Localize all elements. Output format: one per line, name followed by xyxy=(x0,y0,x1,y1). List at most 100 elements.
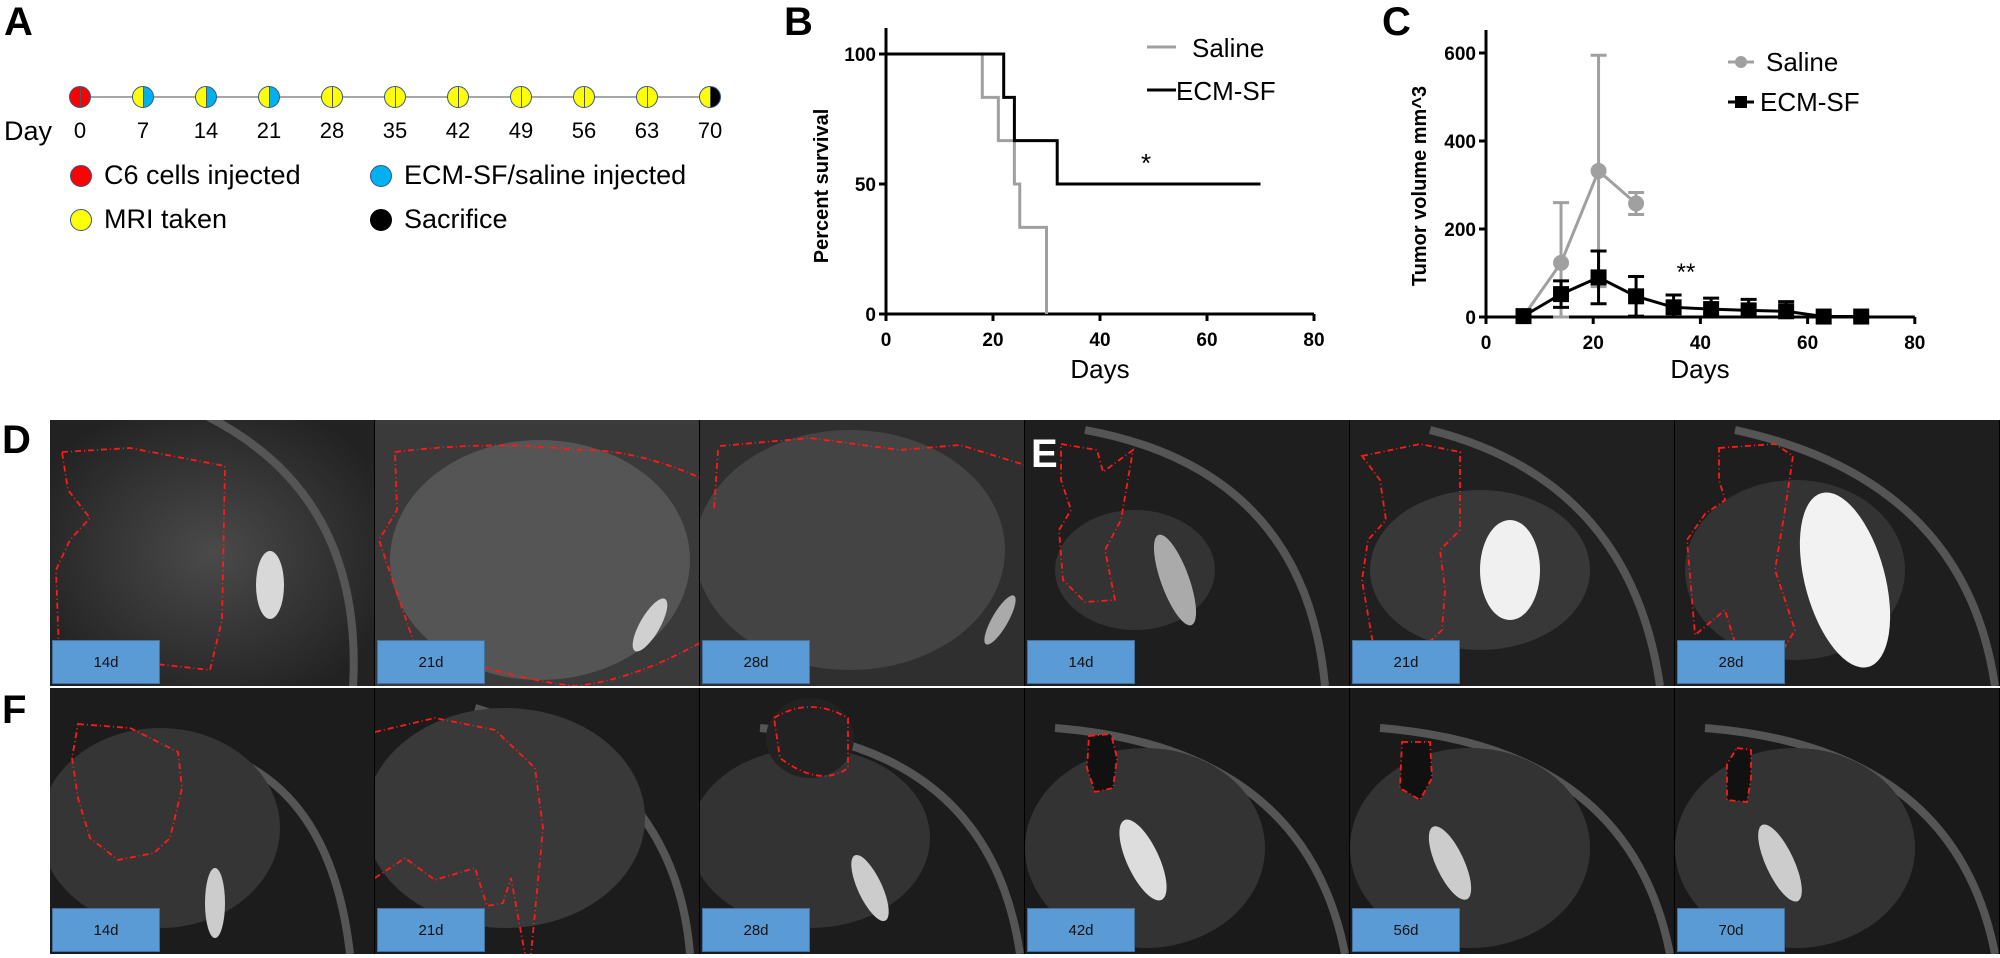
svg-text:60: 60 xyxy=(1196,330,1217,351)
timepoint-tag: 21d xyxy=(377,640,485,684)
significance-marker: ** xyxy=(1677,259,1696,286)
svg-text:40: 40 xyxy=(1089,330,1110,351)
mri-image-d-14d: 14d xyxy=(50,420,375,686)
svg-text:600: 600 xyxy=(1444,44,1476,65)
svg-text:400: 400 xyxy=(1444,132,1476,153)
legend-saline-label: Saline xyxy=(1766,47,1838,77)
timepoint-tag: 56d xyxy=(1352,908,1460,952)
panel-label-f: F xyxy=(2,688,27,732)
yellow-dot-icon xyxy=(70,208,92,231)
svg-text:0: 0 xyxy=(881,330,892,351)
legend-label: MRI taken xyxy=(104,204,228,234)
timepoint-tag: 70d xyxy=(1677,908,1785,952)
y-axis-label: Tumor volume mm^3 xyxy=(1409,86,1431,286)
red-dot-icon xyxy=(70,164,92,187)
mri-image-f-56d: 56d xyxy=(1350,688,1675,954)
svg-text:20: 20 xyxy=(982,330,1003,351)
mri-image-e-21d: 21d xyxy=(1350,420,1675,686)
svg-text:20: 20 xyxy=(1583,333,1604,354)
timeline-dot-icon xyxy=(384,86,406,108)
mri-image-e-28d: 28d xyxy=(1675,420,2000,686)
timepoint-tag: 28d xyxy=(702,908,810,952)
mri-image-f-14d: 14d xyxy=(50,688,375,954)
timeline-dot-icon xyxy=(321,86,343,108)
timepoint-tag: 21d xyxy=(377,908,485,952)
panel-label-a: A xyxy=(4,0,33,44)
svg-text:100: 100 xyxy=(844,45,876,66)
svg-text:0: 0 xyxy=(1481,333,1492,354)
legend-mri: MRI taken xyxy=(70,204,227,235)
mri-image-d-21d: 21d xyxy=(375,420,700,686)
panel-label-e: E xyxy=(1031,432,1058,476)
timepoint-tag: 21d xyxy=(1352,640,1460,684)
timeline-day: 7 xyxy=(136,118,150,143)
legend-label: Sacrifice xyxy=(404,204,508,234)
x-axis-label: Days xyxy=(1670,354,1729,384)
mri-image-f-28d: 28d xyxy=(700,688,1025,954)
y-axis-label: Percent survival xyxy=(811,109,833,264)
timeline-day: 56 xyxy=(571,118,597,143)
timeline-dot-icon xyxy=(636,86,658,108)
legend-ecm-injected: ECM-SF/saline injected xyxy=(370,160,686,191)
panel-label-c: C xyxy=(1382,0,1411,44)
mri-row-f: 14d 21d 28d 42d 56d 70d xyxy=(50,688,2000,954)
mri-scan xyxy=(1025,688,1349,954)
svg-text:200: 200 xyxy=(1444,220,1476,241)
mri-scan xyxy=(1025,420,1349,686)
timeline-dot-icon xyxy=(69,86,91,108)
mri-scan xyxy=(1675,688,1999,954)
svg-text:80: 80 xyxy=(1303,330,1324,351)
timepoint-tag: 14d xyxy=(52,908,160,952)
timeline-day: 21 xyxy=(256,118,282,143)
timeline-dot-icon xyxy=(258,86,280,108)
timeline-day: 14 xyxy=(193,118,219,143)
timeline-dot-icon xyxy=(132,86,154,108)
svg-text:0: 0 xyxy=(865,305,876,326)
timepoint-tag: 28d xyxy=(1677,640,1785,684)
timepoint-tag: 28d xyxy=(702,640,810,684)
mri-row-de: 14d 21d 28d E 14d 21d 28d xyxy=(50,420,2000,686)
day-label: Day xyxy=(4,116,53,146)
timeline-dot-icon xyxy=(573,86,595,108)
blue-dot-icon xyxy=(370,164,392,187)
mri-image-e-14d: E 14d xyxy=(1025,420,1350,686)
mri-scan xyxy=(375,688,699,954)
mri-image-f-42d: 42d xyxy=(1025,688,1350,954)
panel-label-d: D xyxy=(2,418,31,462)
legend-saline-label: Saline xyxy=(1192,33,1264,63)
significance-marker: * xyxy=(1141,148,1151,178)
legend-ecm-label: ECM-SF xyxy=(1176,76,1276,106)
survival-curve-ecm-sf xyxy=(886,52,1261,186)
mri-image-d-28d: 28d xyxy=(700,420,1025,686)
legend-ecm-label: ECM-SF xyxy=(1760,87,1860,117)
timepoint-tag: 42d xyxy=(1027,908,1135,952)
svg-text:80: 80 xyxy=(1904,333,1925,354)
timeline-day: 35 xyxy=(382,118,408,143)
legend-sacrifice: Sacrifice xyxy=(370,204,508,235)
timepoint-tag: 14d xyxy=(52,640,160,684)
mri-image-f-70d: 70d xyxy=(1675,688,2000,954)
timeline-day: 0 xyxy=(73,118,87,143)
timeline-day: 42 xyxy=(445,118,471,143)
legend-ecm-marker-icon xyxy=(1735,96,1747,108)
timeline-dot-icon xyxy=(195,86,217,108)
timeline-day: 49 xyxy=(508,118,534,143)
legend-c6: C6 cells injected xyxy=(70,160,301,191)
timeline-dot-icon xyxy=(699,86,721,108)
legend-saline-marker-icon xyxy=(1735,56,1747,68)
tumor-volume-chart: 0 20 40 60 80 0 200 400 600 Tumor volume mm^3 Da… xyxy=(1409,30,1925,384)
timeline xyxy=(0,70,760,130)
mri-scan xyxy=(375,420,699,686)
mri-image-f-21d: 21d xyxy=(375,688,700,954)
timeline-dot-icon xyxy=(510,86,532,108)
survival-chart: 0 20 40 60 80 0 50 100 Percent survival Days Sa… xyxy=(811,28,1325,384)
legend-label: C6 cells injected xyxy=(104,160,301,190)
timeline-dot-icon xyxy=(447,86,469,108)
black-dot-icon xyxy=(370,208,392,231)
svg-text:60: 60 xyxy=(1797,333,1818,354)
timeline-day: 63 xyxy=(634,118,660,143)
svg-text:40: 40 xyxy=(1690,333,1711,354)
x-axis-label: Days xyxy=(1070,354,1129,384)
timepoint-tag: 14d xyxy=(1027,640,1135,684)
svg-text:0: 0 xyxy=(1465,308,1476,329)
